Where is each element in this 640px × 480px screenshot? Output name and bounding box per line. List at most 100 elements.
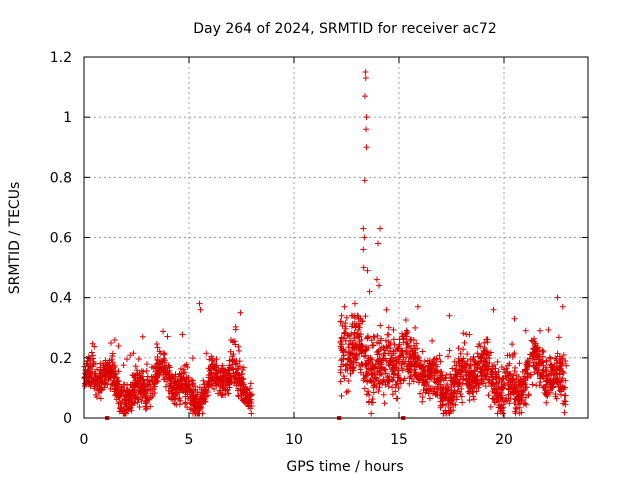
data-point (364, 357, 371, 364)
data-point (356, 341, 363, 348)
data-point (458, 393, 465, 400)
data-point (342, 320, 349, 327)
data-point (117, 405, 124, 412)
data-point (371, 382, 378, 389)
data-point (343, 314, 350, 321)
data-point (464, 350, 471, 357)
data-point (155, 371, 162, 378)
data-point (128, 398, 135, 405)
data-point (88, 349, 95, 356)
data-point (555, 334, 562, 341)
chart-title: Day 264 of 2024, SRMTID for receiver ac7… (193, 21, 497, 37)
data-point (408, 375, 415, 382)
data-point (431, 369, 438, 376)
data-point (147, 394, 154, 401)
data-point (132, 363, 139, 370)
data-point (445, 400, 452, 407)
data-point (485, 379, 492, 386)
data-point (345, 355, 352, 362)
y-tick-label: 0 (63, 411, 72, 427)
data-point (561, 397, 568, 404)
data-point (423, 378, 430, 385)
data-point (547, 355, 554, 362)
data-point (439, 372, 446, 379)
data-point (373, 276, 380, 283)
data-point (169, 396, 176, 403)
data-point (352, 344, 359, 351)
data-point (386, 377, 393, 384)
data-point (189, 355, 196, 362)
data-point (498, 363, 505, 370)
data-point (185, 374, 192, 381)
data-point (390, 336, 397, 343)
data-point (513, 383, 520, 390)
data-point (340, 349, 347, 356)
data-point (393, 381, 400, 388)
data-point (376, 282, 383, 289)
data-point (505, 377, 512, 384)
data-point (408, 336, 415, 343)
data-point (214, 390, 221, 397)
data-point (476, 381, 483, 388)
data-point (478, 377, 485, 384)
data-point (399, 350, 406, 357)
data-point (561, 392, 568, 399)
data-point (554, 294, 561, 301)
data-point (199, 400, 206, 407)
data-point (411, 366, 418, 373)
data-point (388, 352, 395, 359)
data-point (466, 397, 473, 404)
data-point (411, 371, 418, 378)
data-point (502, 395, 509, 402)
data-point (514, 401, 521, 408)
data-point (110, 373, 117, 380)
data-point (96, 389, 103, 396)
data-point (153, 341, 160, 348)
data-point (178, 370, 185, 377)
data-point (512, 408, 519, 415)
data-point (550, 380, 557, 387)
y-axis-label: SRMTID / TECUs (7, 182, 23, 295)
data-point (520, 400, 527, 407)
data-point (165, 374, 172, 381)
y-tick-label: 0.6 (50, 231, 72, 247)
data-point (380, 391, 387, 398)
data-point (181, 369, 188, 376)
data-point (224, 378, 231, 385)
data-point (540, 384, 547, 391)
data-point (136, 404, 143, 411)
data-point (557, 379, 564, 386)
data-point (532, 364, 539, 371)
data-point (402, 317, 409, 324)
data-point (444, 381, 451, 388)
data-point (100, 362, 107, 369)
data-point (451, 377, 458, 384)
data-point (108, 381, 115, 388)
data-point (371, 334, 378, 341)
data-point (214, 370, 221, 377)
data-point (197, 306, 204, 313)
data-point (560, 351, 567, 358)
data-point (516, 404, 523, 411)
data-point (355, 326, 362, 333)
data-point (525, 391, 532, 398)
data-point (232, 323, 239, 330)
data-point (466, 390, 473, 397)
data-point (489, 380, 496, 387)
data-point (338, 334, 345, 341)
data-point (543, 399, 550, 406)
data-point (479, 351, 486, 358)
data-point (542, 366, 549, 373)
data-point (442, 394, 449, 401)
data-point (545, 372, 552, 379)
data-point (421, 358, 428, 365)
data-point (553, 365, 560, 372)
data-point (231, 374, 238, 381)
data-point (191, 395, 198, 402)
data-point (417, 363, 424, 370)
data-point (111, 362, 118, 369)
data-point (476, 340, 483, 347)
data-point (490, 395, 497, 402)
data-point (498, 404, 505, 411)
data-point (539, 347, 546, 354)
